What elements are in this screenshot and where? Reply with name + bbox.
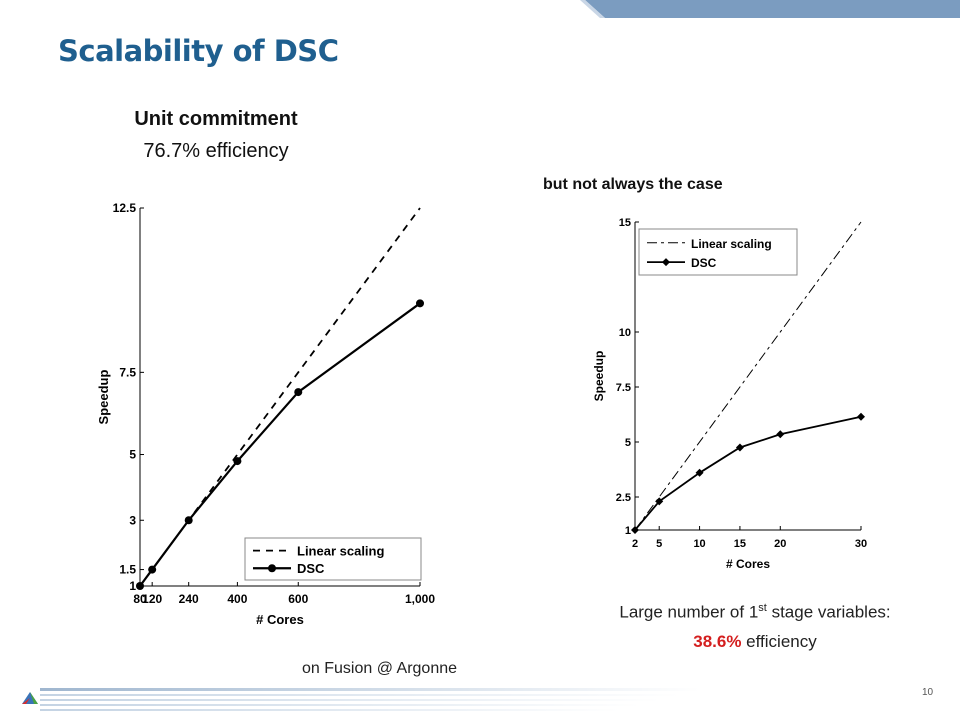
y-tick-label: 7.5 [616, 382, 631, 394]
x-tick-label: 120 [142, 592, 162, 606]
y-tick-label: 1.5 [119, 563, 136, 577]
x-axis-label: # Cores [726, 557, 770, 571]
x-tick-label: 5 [656, 538, 662, 550]
caption-text-end: efficiency [741, 631, 817, 651]
dsc-line [634, 415, 862, 531]
y-tick-label: 3 [129, 513, 136, 527]
y-tick-label: 5 [625, 437, 631, 449]
x-tick-label: 240 [179, 592, 199, 606]
dsc-point [631, 526, 639, 534]
right-note: but not always the case [543, 176, 723, 193]
legend-linear-label: Linear scaling [297, 544, 384, 559]
y-tick-label: 1 [129, 579, 136, 593]
x-axis-label: # Cores [256, 612, 304, 627]
x-tick-label: 1,000 [405, 592, 435, 606]
efficiency-percent: 38.6% [693, 631, 742, 651]
y-tick-label: 5 [129, 448, 136, 462]
dsc-point [735, 443, 744, 452]
bottom-decoration-band [22, 688, 700, 711]
slide-title: Scalability of DSC [58, 34, 339, 68]
dsc-point [416, 299, 424, 308]
x-tick-label: 600 [288, 592, 308, 606]
dsc-point [695, 468, 704, 477]
x-tick-label: 2 [632, 538, 638, 550]
efficiency-caption: Large number of 1st stage variables: 38.… [600, 594, 910, 656]
x-tick-label: 400 [227, 592, 247, 606]
x-tick-label: 20 [774, 538, 786, 550]
legend-dsc-marker [268, 564, 276, 573]
linear-scaling-line [634, 221, 862, 531]
x-tick-label: 15 [734, 538, 746, 550]
x-tick-label: 30 [855, 538, 867, 550]
y-tick-label: 2.5 [616, 492, 631, 504]
page-number: 10 [922, 687, 934, 698]
footer-note: on Fusion @ Argonne [302, 660, 458, 677]
dsc-point [857, 412, 865, 421]
legend-linear-label: Linear scaling [691, 237, 772, 251]
dsc-point [233, 457, 242, 466]
dsc-point [776, 430, 785, 439]
caption-text-middle: stage variables: [766, 602, 891, 622]
argonne-logo-icon [22, 692, 38, 704]
legend-dsc-label: DSC [297, 561, 325, 576]
efficiency-label: 76.7% efficiency [143, 140, 289, 162]
legend-box [244, 537, 422, 581]
y-tick-label: 7.5 [119, 365, 136, 379]
y-axis-label: Speedup [592, 351, 606, 402]
dsc-point [184, 516, 193, 525]
dsc-point [148, 565, 157, 574]
dsc-point [655, 497, 664, 506]
speedup-chart-second-case: 2 5 10 15 20 30 1 2.5 5 7.5 10 15 # Cores Speedup Line… [592, 217, 867, 571]
x-tick-label: 80 [133, 592, 147, 606]
chart-subtitle: Unit commitment [134, 108, 298, 130]
dsc-point [294, 388, 303, 397]
y-tick-label: 1 [625, 525, 631, 537]
y-axis-label: Speedup [96, 369, 111, 424]
legend-box [638, 228, 798, 276]
legend-dsc-label: DSC [691, 256, 717, 270]
y-tick-label: 15 [619, 217, 631, 229]
x-tick-label: 10 [693, 538, 705, 550]
y-tick-label: 10 [619, 327, 631, 339]
legend-dsc-marker [662, 258, 670, 267]
dsc-point [136, 582, 144, 590]
y-tick-label: 12.5 [113, 201, 137, 215]
top-decoration-band [580, 0, 960, 18]
caption-superscript: st [758, 602, 767, 614]
caption-text-start: Large number of 1 [619, 602, 759, 622]
